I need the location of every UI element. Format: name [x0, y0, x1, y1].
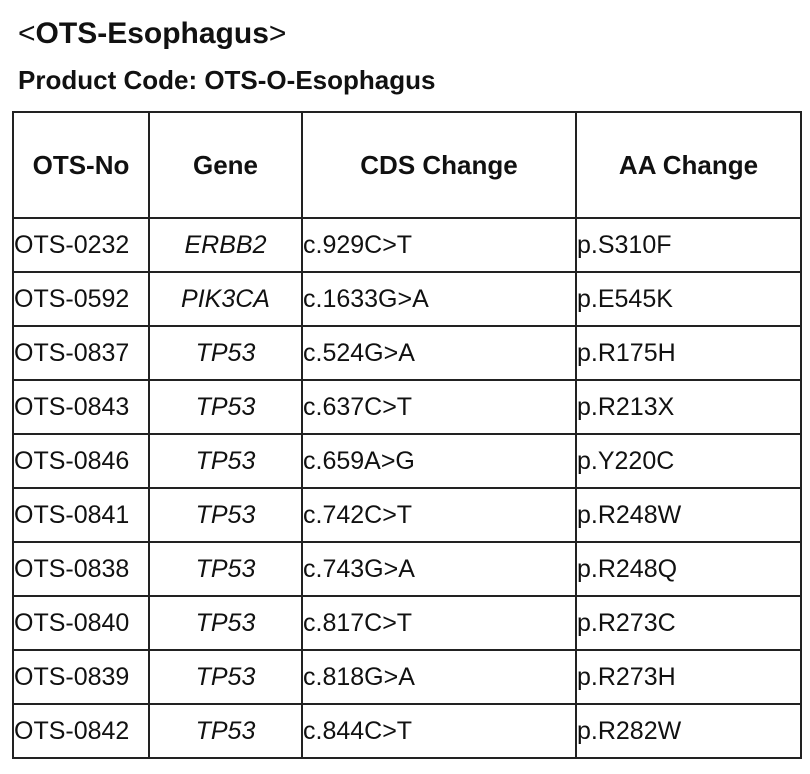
cell-gene: PIK3CA	[148, 271, 303, 327]
table-row: OTS-0838 TP53 c.743G>A p.R248Q	[12, 541, 802, 597]
cell-cds-change: c.637C>T	[301, 379, 577, 435]
page-title: <OTS-Esophagus>	[18, 14, 286, 54]
cell-cds-change: c.817C>T	[301, 595, 577, 651]
title-open-bracket: <	[18, 17, 36, 50]
cell-ots-no: OTS-0839	[12, 649, 150, 705]
cell-ots-no: OTS-0840	[12, 595, 150, 651]
cell-aa-change: p.R273C	[575, 595, 802, 651]
cell-gene: TP53	[148, 379, 303, 435]
cell-cds-change: c.929C>T	[301, 217, 577, 273]
table-row: OTS-0232 ERBB2 c.929C>T p.S310F	[12, 217, 802, 273]
mutation-table: OTS-No Gene CDS Change AA Change OTS-023…	[12, 111, 802, 759]
cell-aa-change: p.E545K	[575, 271, 802, 327]
cell-gene: ERBB2	[148, 217, 303, 273]
cell-cds-change: c.818G>A	[301, 649, 577, 705]
table-row: OTS-0592 PIK3CA c.1633G>A p.E545K	[12, 271, 802, 327]
cell-gene: TP53	[148, 487, 303, 543]
cell-aa-change: p.R273H	[575, 649, 802, 705]
cell-ots-no: OTS-0842	[12, 703, 150, 759]
cell-gene: TP53	[148, 433, 303, 489]
cell-ots-no: OTS-0838	[12, 541, 150, 597]
header-gene: Gene	[148, 111, 303, 219]
table-row: OTS-0842 TP53 c.844C>T p.R282W	[12, 703, 802, 759]
table-row: OTS-0840 TP53 c.817C>T p.R273C	[12, 595, 802, 651]
product-code: Product Code: OTS-O-Esophagus	[18, 65, 436, 95]
cell-cds-change: c.742C>T	[301, 487, 577, 543]
cell-cds-change: c.1633G>A	[301, 271, 577, 327]
cell-ots-no: OTS-0837	[12, 325, 150, 381]
header-cds-change: CDS Change	[301, 111, 577, 219]
cell-gene: TP53	[148, 649, 303, 705]
cell-aa-change: p.S310F	[575, 217, 802, 273]
cell-aa-change: p.R213X	[575, 379, 802, 435]
cell-cds-change: c.659A>G	[301, 433, 577, 489]
cell-gene: TP53	[148, 595, 303, 651]
cell-aa-change: p.R175H	[575, 325, 802, 381]
table-row: OTS-0839 TP53 c.818G>A p.R273H	[12, 649, 802, 705]
cell-cds-change: c.844C>T	[301, 703, 577, 759]
cell-cds-change: c.743G>A	[301, 541, 577, 597]
header-ots-no: OTS-No	[12, 111, 150, 219]
table-row: OTS-0837 TP53 c.524G>A p.R175H	[12, 325, 802, 381]
header-aa-change: AA Change	[575, 111, 802, 219]
cell-gene: TP53	[148, 541, 303, 597]
cell-gene: TP53	[148, 325, 303, 381]
table-row: OTS-0841 TP53 c.742C>T p.R248W	[12, 487, 802, 543]
cell-ots-no: OTS-0841	[12, 487, 150, 543]
cell-aa-change: p.R248Q	[575, 541, 802, 597]
table-row: OTS-0843 TP53 c.637C>T p.R213X	[12, 379, 802, 435]
cell-ots-no: OTS-0592	[12, 271, 150, 327]
cell-cds-change: c.524G>A	[301, 325, 577, 381]
title-close-bracket: >	[268, 17, 287, 50]
cell-ots-no: OTS-0846	[12, 433, 150, 489]
cell-aa-change: p.Y220C	[575, 433, 802, 489]
table-header-row: OTS-No Gene CDS Change AA Change	[12, 111, 802, 219]
table-row: OTS-0846 TP53 c.659A>G p.Y220C	[12, 433, 802, 489]
cell-aa-change: p.R282W	[575, 703, 802, 759]
cell-aa-change: p.R248W	[575, 487, 802, 543]
cell-ots-no: OTS-0843	[12, 379, 150, 435]
cell-ots-no: OTS-0232	[12, 217, 150, 273]
cell-gene: TP53	[148, 703, 303, 759]
title-name: OTS-Esophagus	[35, 17, 269, 50]
